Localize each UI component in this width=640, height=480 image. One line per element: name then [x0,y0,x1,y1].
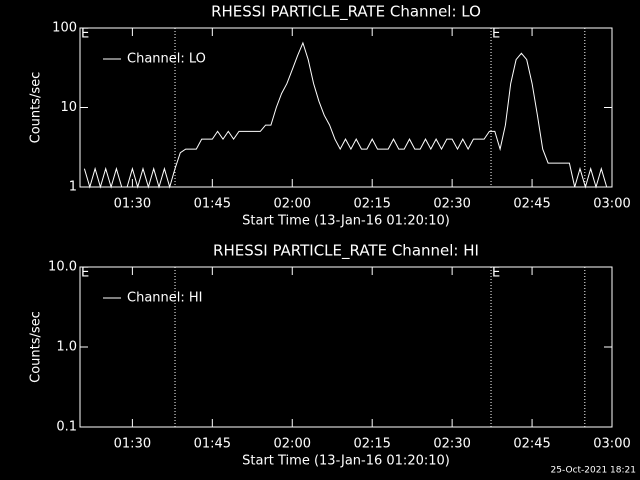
x-tick-label: 02:15 [353,197,390,212]
x-axis-label: Start Time (13-Jan-16 01:20:10) [242,214,450,229]
x-tick-label: 03:00 [593,197,630,212]
event-label: E [492,27,500,42]
data-line [83,41,608,189]
x-tick-label: 01:30 [114,437,151,452]
x-tick-label: 02:00 [274,437,311,452]
x-tick-label: 01:45 [194,437,231,452]
footer: 25-Oct-2021 18:21 [551,466,636,476]
x-tick-label: 01:45 [194,197,231,212]
chart-title: RHESSI PARTICLE_RATE Channel: LO [211,3,481,22]
y-tick-label: 0.1 [56,420,77,435]
legend-label: Channel: LO [127,52,206,67]
chart-title: RHESSI PARTICLE_RATE Channel: HI [213,242,479,261]
x-tick-label: 02:45 [513,197,550,212]
x-tick-label: 02:45 [513,437,550,452]
event-label: E [81,266,89,281]
x-tick-label: 02:00 [274,197,311,212]
legend-label: Channel: HI [127,291,203,306]
event-label: E [492,266,500,281]
y-tick-label: 10 [60,100,77,115]
y-axis-label: Counts/sec [29,72,44,144]
y-tick-label: 10.0 [48,260,77,275]
x-tick-label: 03:00 [593,437,630,452]
event-label: E [81,27,89,42]
y-tick-label: 1 [69,180,77,195]
x-tick-label: 02:15 [353,437,390,452]
x-tick-label: 02:30 [433,437,470,452]
x-axis-label: Start Time (13-Jan-16 01:20:10) [242,454,450,469]
y-tick-label: 100 [52,21,77,36]
x-tick-label: 01:30 [114,197,151,212]
y-axis-label: Counts/sec [29,311,44,383]
y-tick-label: 1.0 [56,340,77,355]
x-tick-label: 02:30 [433,197,470,212]
